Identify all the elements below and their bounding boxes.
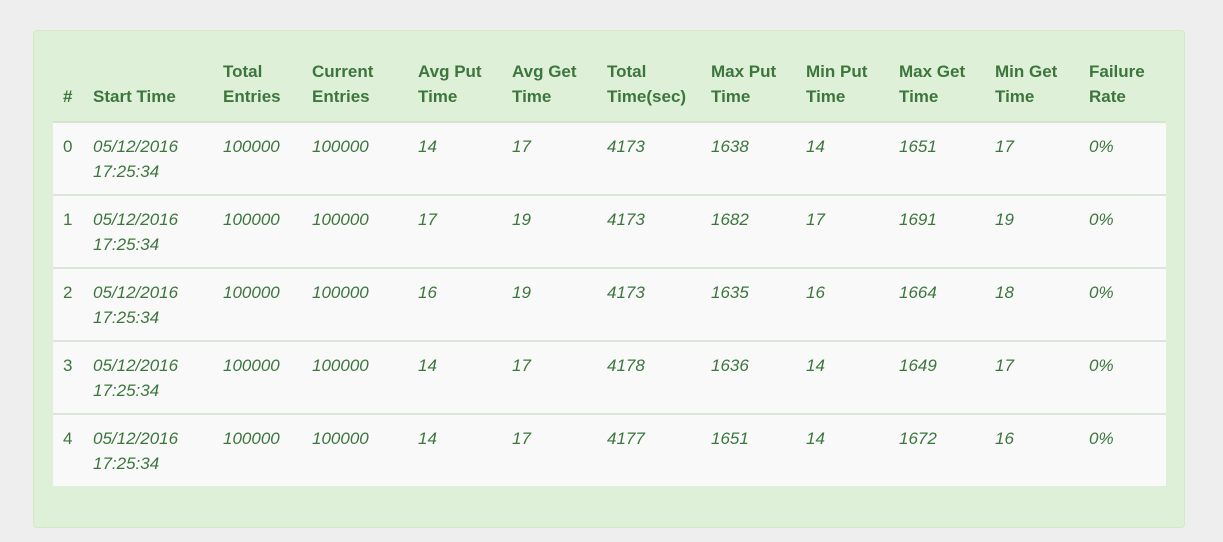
cell-total-time: 4173 (607, 137, 645, 156)
cell-index: 1 (53, 194, 83, 268)
cell-start-time: 05/12/2016 17:25:34 (83, 194, 213, 268)
cell-start-time: 05/12/2016 17:25:34 (93, 137, 179, 181)
cell-min-put-time: 14 (796, 413, 889, 486)
cell-min-get-time: 17 (995, 137, 1014, 156)
cell-avg-put-time: 16 (408, 267, 502, 341)
column-header-min-get-time: Min Get Time (985, 51, 1079, 123)
cell-max-put-time: 1651 (701, 413, 796, 486)
cell-avg-get-time: 17 (502, 340, 597, 414)
table-row: 0 05/12/2016 17:25:34 100000 100000 14 1… (53, 122, 1166, 195)
table-row: 2 05/12/2016 17:25:34 100000 100000 16 1… (53, 267, 1166, 341)
table-row: 1 05/12/2016 17:25:34 100000 100000 17 1… (53, 194, 1166, 268)
cell-total-entries: 100000 (213, 413, 302, 486)
cell-min-get-time: 17 (985, 340, 1079, 414)
cell-start-time: 05/12/2016 17:25:34 (83, 267, 213, 341)
results-panel: # Start Time Total Entries Current Entri… (33, 30, 1185, 528)
cell-min-get-time: 16 (985, 413, 1079, 486)
column-header-current-entries: Current Entries (302, 51, 408, 123)
cell-max-put-time: 1682 (701, 194, 796, 268)
cell-current-entries: 100000 (302, 194, 408, 268)
column-header-avg-get-time: Avg Get Time (502, 51, 597, 123)
cell-avg-get-time: 17 (512, 137, 531, 156)
cell-max-get-time: 1651 (899, 137, 937, 156)
cell-total-entries: 100000 (213, 340, 302, 414)
column-header-total-entries: Total Entries (213, 51, 302, 123)
cell-total-time: 4178 (597, 340, 701, 414)
table-body: 0 05/12/2016 17:25:34 100000 100000 14 1… (53, 122, 1166, 486)
cell-total-entries: 100000 (223, 137, 280, 156)
cell-current-entries: 100000 (312, 137, 369, 156)
cell-failure-rate: 0% (1079, 267, 1166, 341)
cell-total-entries: 100000 (213, 267, 302, 341)
cell-max-put-time: 1636 (701, 340, 796, 414)
cell-avg-get-time: 19 (502, 194, 597, 268)
column-header-max-get-time: Max Get Time (889, 51, 985, 123)
column-header-min-put-time: Min Put Time (796, 51, 889, 123)
column-header-start-time: Start Time (83, 51, 213, 123)
cell-min-get-time: 19 (985, 194, 1079, 268)
cell-max-get-time: 1691 (889, 194, 985, 268)
cell-failure-rate: 0% (1079, 194, 1166, 268)
cell-start-time: 05/12/2016 17:25:34 (83, 340, 213, 414)
cell-max-get-time: 1649 (889, 340, 985, 414)
cell-max-get-time: 1664 (889, 267, 985, 341)
cell-avg-put-time: 17 (408, 194, 502, 268)
cell-avg-put-time: 14 (408, 413, 502, 486)
cell-current-entries: 100000 (302, 340, 408, 414)
cell-avg-get-time: 17 (502, 413, 597, 486)
cell-min-put-time: 14 (796, 340, 889, 414)
cell-index: 4 (53, 413, 83, 486)
cell-avg-put-time: 14 (418, 137, 437, 156)
cell-total-entries: 100000 (213, 194, 302, 268)
cell-total-time: 4173 (597, 267, 701, 341)
results-table: # Start Time Total Entries Current Entri… (53, 51, 1166, 486)
cell-avg-get-time: 19 (502, 267, 597, 341)
column-header-failure-rate: Failure Rate (1079, 51, 1166, 123)
cell-max-get-time: 1672 (889, 413, 985, 486)
cell-max-put-time: 1635 (701, 267, 796, 341)
cell-avg-put-time: 14 (408, 340, 502, 414)
table-row: 4 05/12/2016 17:25:34 100000 100000 14 1… (53, 413, 1166, 486)
cell-min-get-time: 18 (985, 267, 1079, 341)
cell-total-time: 4173 (597, 194, 701, 268)
cell-total-time: 4177 (597, 413, 701, 486)
cell-current-entries: 100000 (302, 413, 408, 486)
cell-start-time: 05/12/2016 17:25:34 (83, 413, 213, 486)
column-header-max-put-time: Max Put Time (701, 51, 796, 123)
cell-min-put-time: 14 (806, 137, 825, 156)
cell-index: 0 (63, 137, 73, 156)
cell-max-put-time: 1638 (711, 137, 749, 156)
cell-min-put-time: 16 (796, 267, 889, 341)
cell-index: 3 (53, 340, 83, 414)
cell-failure-rate: 0% (1089, 137, 1114, 156)
column-header-avg-put-time: Avg Put Time (408, 51, 502, 123)
cell-index: 2 (53, 267, 83, 341)
cell-failure-rate: 0% (1079, 340, 1166, 414)
table-row: 3 05/12/2016 17:25:34 100000 100000 14 1… (53, 340, 1166, 414)
cell-min-put-time: 17 (796, 194, 889, 268)
table-header: # Start Time Total Entries Current Entri… (53, 51, 1166, 123)
column-header-index: # (53, 51, 83, 123)
column-header-total-time: Total Time(sec) (597, 51, 701, 123)
cell-current-entries: 100000 (302, 267, 408, 341)
cell-failure-rate: 0% (1079, 413, 1166, 486)
header-row: # Start Time Total Entries Current Entri… (53, 51, 1166, 123)
